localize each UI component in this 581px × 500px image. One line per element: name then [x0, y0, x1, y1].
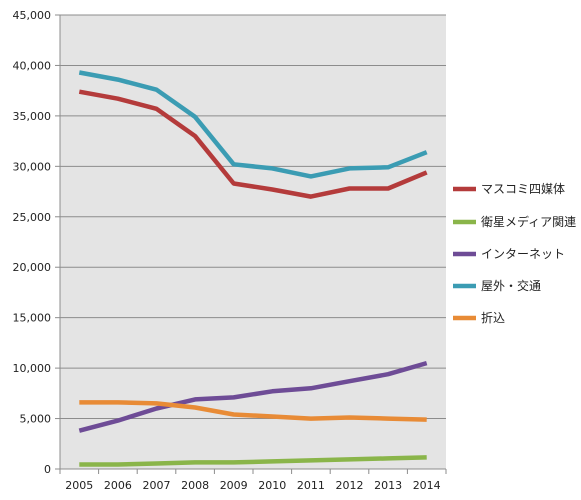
y-tick-label: 5,000 [20, 413, 52, 426]
x-tick-label: 2009 [220, 479, 248, 492]
series-lines [78, 70, 428, 467]
legend-label: インターネット [481, 247, 565, 261]
y-axis: 0 5,000 10,000 15,000 20,000 25,000 30,000 35,0… [13, 9, 61, 476]
series-line-2 [78, 360, 428, 433]
x-tick-label: 2012 [336, 479, 364, 492]
y-tick-label: 25,000 [13, 211, 52, 224]
legend-label: マスコミ四媒体 [481, 182, 565, 196]
y-tick-label: 40,000 [13, 59, 52, 72]
y-tick-label: 30,000 [13, 160, 52, 173]
x-tick-label: 2008 [181, 479, 209, 492]
y-tick-label: 10,000 [13, 362, 52, 375]
y-tick-label: 15,000 [13, 312, 52, 325]
series-line-3 [78, 70, 428, 179]
legend-label: 折込 [481, 310, 505, 325]
series-line-4 [79, 400, 427, 422]
legend-label: 衛星メディア関連 [481, 214, 576, 229]
legend-label: 屋外・交通 [481, 278, 541, 293]
x-tick-label: 2005 [65, 479, 93, 492]
x-axis: 2005 2006 2007 2008 2009 2010 2011 2012 2013 2014 [59, 468, 447, 492]
series-line-1 [79, 455, 427, 467]
x-tick-label: 2007 [143, 479, 171, 492]
y-tick-label: 45,000 [13, 9, 52, 22]
x-tick-label: 2011 [297, 479, 325, 492]
y-tick-label: 20,000 [13, 261, 52, 274]
y-tick-label: 35,000 [13, 110, 52, 123]
series-line-0 [78, 89, 428, 199]
x-tick-label: 2006 [104, 479, 132, 492]
x-tick-label: 2010 [258, 479, 286, 492]
y-tick-label: 0 [44, 463, 51, 476]
x-tick-label: 2013 [374, 479, 402, 492]
x-tick-label: 2014 [413, 479, 441, 492]
